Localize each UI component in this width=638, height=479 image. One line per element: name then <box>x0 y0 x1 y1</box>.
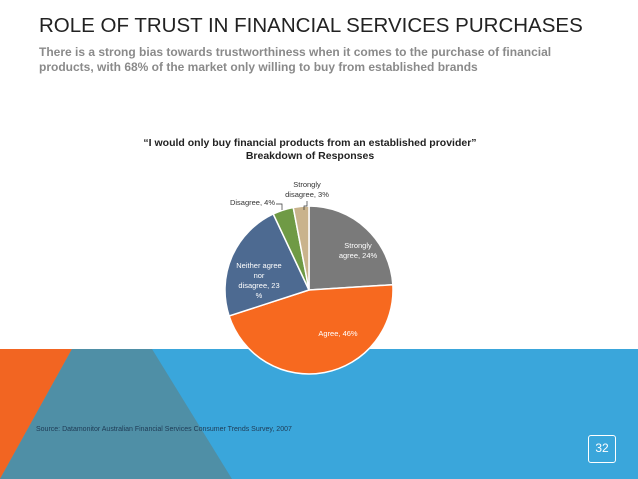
slide-title: ROLE OF TRUST IN FINANCIAL SERVICES PURC… <box>39 14 583 37</box>
chart-title: “I would only buy financial products fro… <box>100 137 520 163</box>
chart-title-line2: Breakdown of Responses <box>245 150 375 162</box>
pie-slice-agree <box>228 283 394 375</box>
leader-line-strongly-disagree <box>303 201 308 210</box>
pie-labels: Strongly agree, 24% Agree, 46% Neither agre… <box>230 180 378 338</box>
source-note: Source: Datamonitor Australian Financial… <box>36 426 292 433</box>
leader-line-disagree <box>276 203 283 210</box>
pie-slices <box>224 205 394 375</box>
pie-slice-strongly-agree <box>308 205 394 291</box>
slide-subtitle: There is a strong bias towards trustwort… <box>39 45 552 74</box>
data-label-neither-agree-nor-disagree: Neither agree nor disagree, 23% <box>236 261 281 300</box>
data-label-agree: Agree, 46% <box>318 329 358 338</box>
page-number: 32 <box>588 435 616 463</box>
data-label-strongly-disagree: Strongly disagree, 3% <box>285 180 329 199</box>
chart-title-line1: “I would only buy financial products fro… <box>143 137 477 149</box>
teal-triangle <box>0 349 232 479</box>
data-label-disagree: Disagree, 4% <box>230 198 275 207</box>
pie-slice-neither-agree-nor-disagree <box>224 212 311 317</box>
pie-slice-strongly-disagree <box>292 205 310 291</box>
data-label-strongly-agree: Strongly agree, 24% <box>339 241 378 260</box>
